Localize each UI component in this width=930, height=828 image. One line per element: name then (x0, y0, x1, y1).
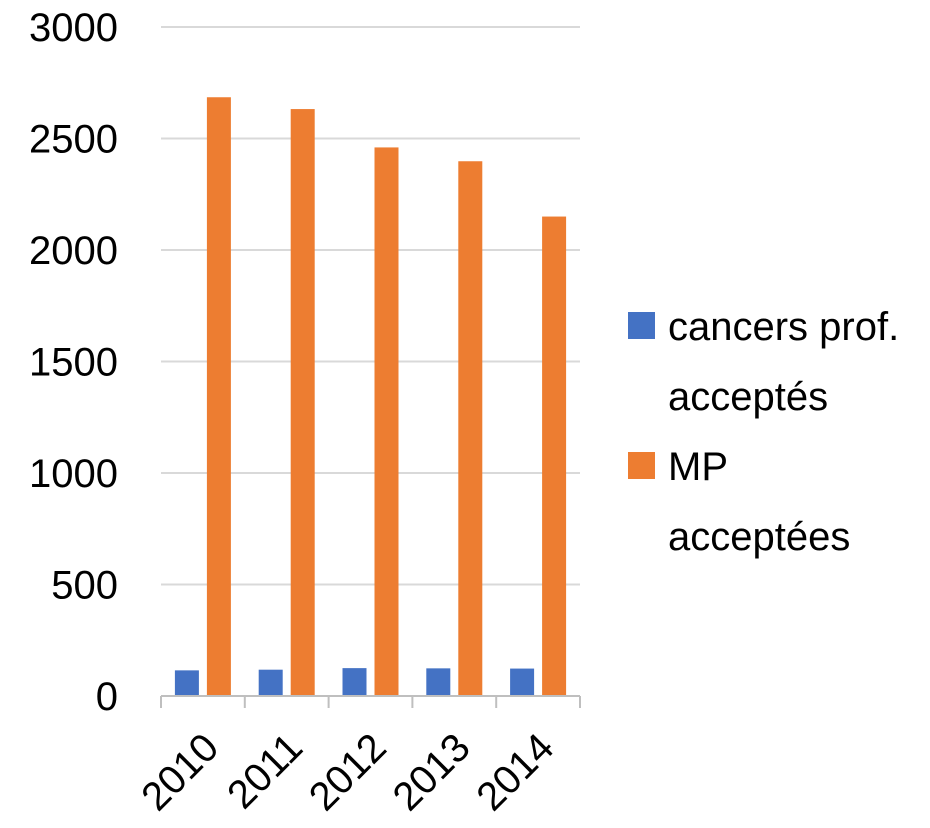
x-tick-label: 2014 (468, 725, 562, 819)
y-tick-label: 2500 (29, 118, 118, 162)
bar-cancers-2011 (258, 669, 283, 696)
bar-mp-2010 (206, 97, 231, 697)
y-tick-label: 1500 (29, 341, 118, 385)
x-tick-label: 2011 (219, 725, 311, 817)
bar-mp-2011 (290, 109, 315, 696)
x-tick-label: 2012 (301, 725, 395, 819)
y-tick-label: 0 (96, 675, 118, 719)
legend-label: acceptées (668, 515, 850, 559)
x-tick-label: 2010 (133, 725, 227, 819)
y-tick-label: 500 (51, 564, 118, 608)
legend-swatch (628, 312, 655, 339)
y-tick-label: 1000 (29, 452, 118, 496)
y-axis-tick-labels: 0 500 1000 1500 2000 2500 3000 (29, 6, 118, 719)
bar-cancers-2010 (174, 670, 199, 696)
y-tick-label: 2000 (29, 229, 118, 273)
legend-label: MP (668, 445, 728, 489)
legend: cancers prof. acceptés MP acceptées (628, 305, 899, 559)
bar-mp-2014 (542, 216, 567, 697)
y-tick-label: 3000 (29, 6, 118, 50)
bars (174, 97, 567, 697)
bar-mp-2012 (374, 147, 399, 697)
legend-label: acceptés (668, 375, 828, 419)
bar-mp-2013 (458, 161, 483, 697)
bar-cancers-2012 (342, 668, 367, 696)
x-tick-label: 2013 (385, 725, 479, 819)
legend-label: cancers prof. (668, 305, 899, 349)
bar-cancers-2013 (426, 668, 451, 696)
legend-swatch (628, 452, 655, 479)
bar-cancers-2014 (510, 668, 535, 696)
